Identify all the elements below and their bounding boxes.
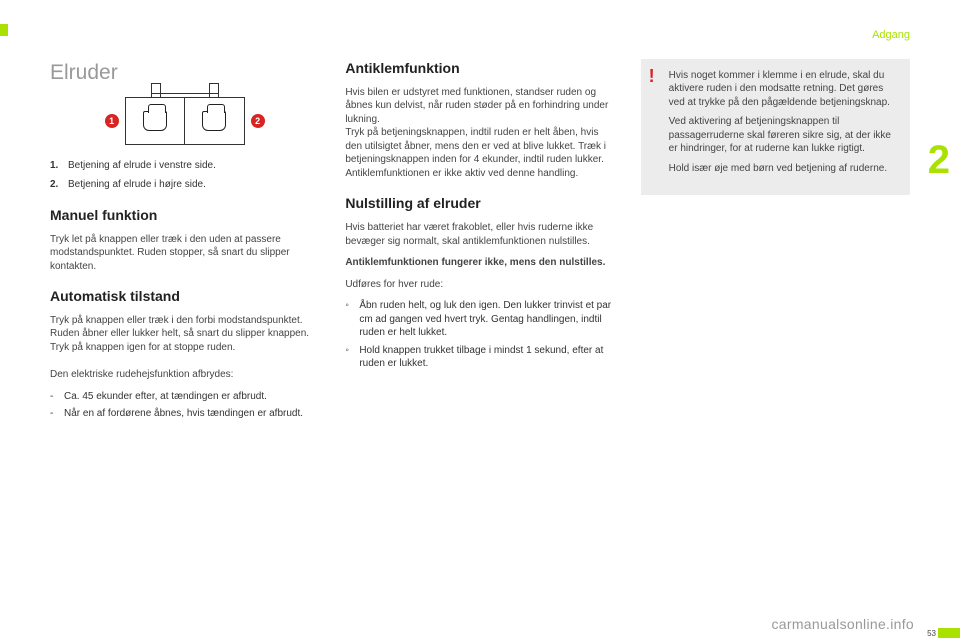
switch-icon	[143, 111, 167, 131]
legend-row: 1. Betjening af elrude i venstre side.	[50, 159, 319, 173]
list-text: Åbn ruden helt, og luk den igen. Den luk…	[359, 299, 614, 340]
content-columns: Elruder 1 2	[50, 59, 910, 425]
page-title: Elruder	[50, 59, 319, 87]
legend-number: 2.	[50, 178, 68, 192]
page-number: 53	[927, 629, 936, 640]
dash-icon: -	[50, 407, 64, 421]
legend-row: 2. Betjening af elrude i højre side.	[50, 178, 319, 192]
cutoff-intro: Den elektriske rudehejsfunktion afbrydes…	[50, 368, 319, 382]
clip-band	[151, 93, 219, 97]
watermark: carmanualsonline.info	[772, 615, 915, 634]
column-right: ! Hvis noget kommer i klemme i en elrude…	[641, 59, 910, 425]
panel-slot-left	[126, 98, 186, 144]
text-auto: Tryk på knappen eller træk i den forbi m…	[50, 314, 319, 355]
list-item: ◦ Åbn ruden helt, og luk den igen. Den l…	[345, 299, 614, 340]
heading-manual: Manuel funktion	[50, 206, 319, 225]
breadcrumb: Adgang	[50, 28, 910, 43]
dash-icon: -	[50, 390, 64, 404]
list-item: ◦ Hold knappen trukket tilbage i mindst …	[345, 344, 614, 371]
warning-icon: !	[649, 67, 655, 85]
page: Adgang Elruder	[0, 0, 960, 425]
list-text: Hold knappen trukket tilbage i mindst 1 …	[359, 344, 614, 371]
text-reset-strong: Antiklemfunktionen fungerer ikke, mens d…	[345, 256, 614, 270]
bullet-icon: ◦	[345, 299, 359, 340]
callout-badge-2: 2	[251, 114, 265, 128]
figure-legend: 1. Betjening af elrude i venstre side. 2…	[50, 159, 319, 192]
list-item: - Ca. 45 ekunder efter, at tændingen er …	[50, 390, 319, 404]
legend-number: 1.	[50, 159, 68, 173]
callout-badge-1: 1	[105, 114, 119, 128]
list-text: Ca. 45 ekunder efter, at tændingen er af…	[64, 390, 319, 404]
warning-p2: Ved aktivering af betjeningsknappen til …	[669, 115, 898, 156]
text-reset-p2: Udføres for hver rude:	[345, 278, 614, 292]
heading-reset: Nulstilling af elruder	[345, 194, 614, 213]
column-left: Elruder 1 2	[50, 59, 319, 425]
text-manual: Tryk let på knappen eller træk i den ude…	[50, 233, 319, 274]
switch-icon	[202, 111, 226, 131]
legend-text: Betjening af elrude i højre side.	[68, 178, 319, 192]
text-antiklem: Hvis bilen er udstyret med funktionen, s…	[345, 86, 614, 181]
panel-body	[125, 97, 245, 145]
legend-text: Betjening af elrude i venstre side.	[68, 159, 319, 173]
cutoff-list: - Ca. 45 ekunder efter, at tændingen er …	[50, 390, 319, 421]
reset-strong-inner: Antiklemfunktionen fungerer ikke, mens d…	[345, 257, 605, 268]
list-text: Når en af fordørene åbnes, hvis tændinge…	[64, 407, 319, 421]
switch-panel: 1 2	[125, 97, 245, 145]
text-reset-p1: Hvis batteriet har været frakoblet, elle…	[345, 221, 614, 248]
warning-box: ! Hvis noget kommer i klemme i en elrude…	[641, 59, 910, 196]
warning-p3: Hold især øje med børn ved betjening af …	[669, 162, 898, 176]
window-switch-figure: 1 2	[50, 97, 319, 149]
panel-slot-right	[185, 98, 244, 144]
chapter-number: 2	[928, 133, 950, 187]
page-number-accent	[938, 628, 960, 638]
bullet-icon: ◦	[345, 344, 359, 371]
list-item: - Når en af fordørene åbnes, hvis tændin…	[50, 407, 319, 421]
reset-bullets: ◦ Åbn ruden helt, og luk den igen. Den l…	[345, 299, 614, 371]
warning-p1: Hvis noget kommer i klemme i en elrude, …	[669, 69, 898, 110]
column-middle: Antiklemfunktion Hvis bilen er udstyret …	[345, 59, 614, 425]
heading-antiklem: Antiklemfunktion	[345, 59, 614, 78]
heading-auto: Automatisk tilstand	[50, 287, 319, 306]
